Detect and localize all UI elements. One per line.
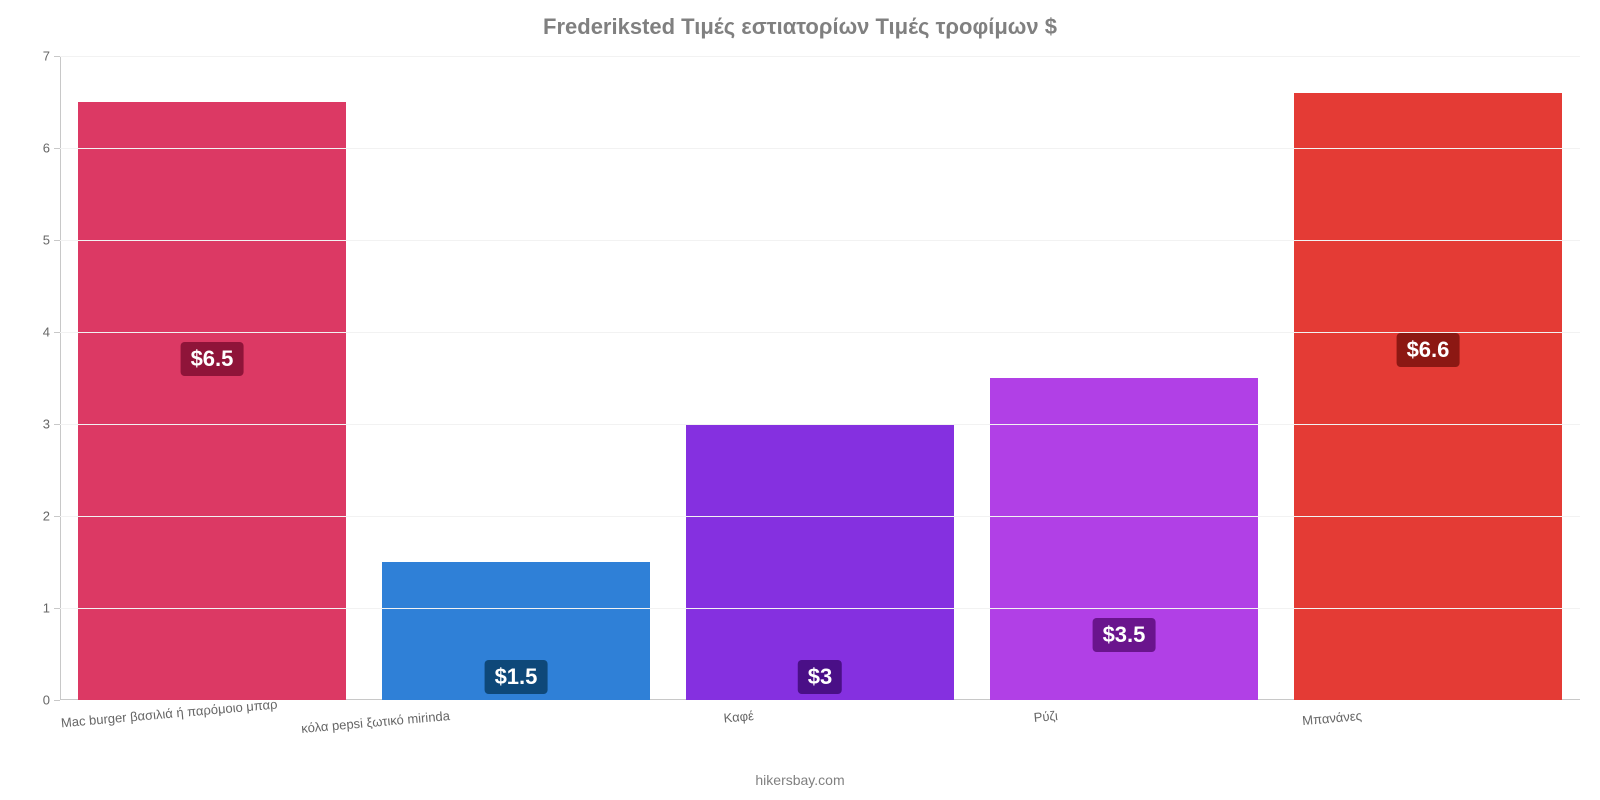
y-tick-label: 7 [43,49,60,64]
bar-value-badge: $3 [798,660,842,694]
bar-value-badge: $3.5 [1093,618,1156,652]
y-tick-label: 6 [43,141,60,156]
bar: $1.5 [382,562,650,700]
y-tick-label: 0 [43,693,60,708]
y-tick-label: 2 [43,509,60,524]
y-tick-label: 4 [43,325,60,340]
y-tick-label: 3 [43,417,60,432]
bar-value-badge: $1.5 [485,660,548,694]
bar-value-badge: $6.5 [181,342,244,376]
bar: $3 [686,424,954,700]
grid-line [60,148,1580,149]
chart-container: Frederiksted Τιμές εστιατορίων Τιμές τρο… [0,0,1600,800]
grid-line [60,56,1580,57]
bars-group: $6.5 $1.5 $3 $3.5 $6.6 [60,56,1580,700]
plot-area: $6.5$1.5$3$3.5$6.6 01234567Mac burger βα… [60,56,1580,700]
grid-line [60,608,1580,609]
grid-line [60,240,1580,241]
grid-line [60,332,1580,333]
grid-line [60,424,1580,425]
bar-value-badge: $6.6 [1397,333,1460,367]
chart-title: Frederiksted Τιμές εστιατορίων Τιμές τρο… [0,14,1600,40]
footer-attribution: hikersbay.com [0,772,1600,788]
grid-line [60,516,1580,517]
bar: $3.5 [990,378,1258,700]
bar: $6.5 [78,102,346,700]
x-category-label: Mac burger βασιλιά ή παρόμοιο μπαρ [60,708,146,730]
y-tick-label: 5 [43,233,60,248]
y-tick-label: 1 [43,601,60,616]
